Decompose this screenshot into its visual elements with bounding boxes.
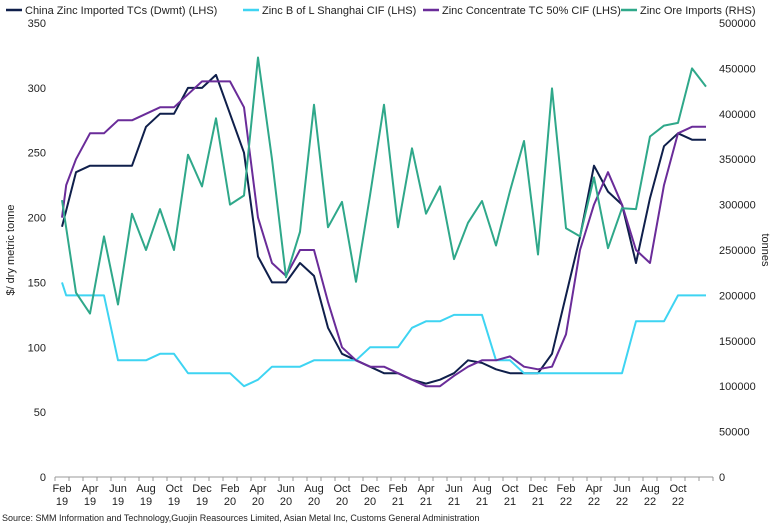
x-tick-label-year: 21 — [504, 496, 516, 508]
x-tick-label-year: 21 — [392, 496, 404, 508]
y-right-tick-label: 350000 — [719, 154, 756, 166]
x-tick-label-year: 22 — [588, 496, 600, 508]
x-tick-label-year: 22 — [560, 496, 572, 508]
source-note: Source: SMM Information and Technology,G… — [2, 513, 480, 523]
x-tick-label-month: Oct — [501, 483, 518, 495]
x-tick-label-month: Feb — [389, 483, 408, 495]
legend: China Zinc Imported TCs (Dwmt) (LHS) Zinc… — [6, 5, 756, 17]
y-right-tick-label: 450000 — [719, 63, 756, 75]
x-tick-label-month: Apr — [81, 483, 98, 495]
legend-label: Zinc B of L Shanghai CIF (LHS) — [262, 5, 416, 17]
x-tick-label-month: Oct — [669, 483, 686, 495]
y-right-axis-title: tonnes — [759, 233, 770, 267]
x-tick-label-month: Feb — [53, 483, 72, 495]
x-tick-label-year: 21 — [420, 496, 432, 508]
y-left-tick-label: 50 — [34, 407, 46, 419]
x-tick-label-month: Jun — [613, 483, 631, 495]
x-tick-label-month: Aug — [136, 483, 156, 495]
legend-label: China Zinc Imported TCs (Dwmt) (LHS) — [25, 5, 217, 17]
y-right-tick-label: 200000 — [719, 290, 756, 302]
y-left-tick-label: 350 — [28, 18, 46, 30]
x-tick-label-year: 21 — [532, 496, 544, 508]
x-tick-label-month: Oct — [165, 483, 182, 495]
y-right-tick-label: 150000 — [719, 336, 756, 348]
y-right-tick-label: 500000 — [719, 18, 756, 30]
series-line-1 — [61, 282, 706, 388]
y-right-tick-label: 250000 — [719, 245, 756, 257]
x-tick-label-month: Dec — [192, 483, 212, 495]
y-left-tick-label: 100 — [28, 342, 46, 354]
series-lines — [61, 56, 707, 388]
x-tick-label-year: 22 — [644, 496, 656, 508]
x-tick-label-month: Aug — [640, 483, 660, 495]
x-tick-label-year: 19 — [140, 496, 152, 508]
x-tick-label-year: 19 — [196, 496, 208, 508]
x-tick-label-year: 19 — [112, 496, 124, 508]
y-left-tick-label: 0 — [40, 472, 46, 484]
x-tick-label-year: 21 — [476, 496, 488, 508]
x-tick-label-year: 19 — [84, 496, 96, 508]
x-tick-label-month: Jun — [277, 483, 295, 495]
series-line-0 — [61, 73, 706, 385]
x-tick-label-month: Feb — [221, 483, 240, 495]
y-right-tick-label: 0 — [719, 472, 725, 484]
x-tick-label-year: 20 — [280, 496, 292, 508]
x-tick-label-year: 22 — [616, 496, 628, 508]
x-tick-label-month: Jun — [445, 483, 463, 495]
y-left-tick-label: 250 — [28, 148, 46, 160]
x-tick-label-year: 20 — [308, 496, 320, 508]
x-tick-label-year: 20 — [336, 496, 348, 508]
y-left-tick-label: 200 — [28, 213, 46, 225]
x-tick-label-month: Apr — [249, 483, 266, 495]
x-tick-label-month: Aug — [304, 483, 324, 495]
x-tick-label-year: 19 — [168, 496, 180, 508]
x-tick-label-year: 19 — [56, 496, 68, 508]
x-tick-label-year: 21 — [448, 496, 460, 508]
x-tick-label-year: 20 — [364, 496, 376, 508]
y-left-tick-label: 150 — [28, 277, 46, 289]
y-left-tick-label: 300 — [28, 83, 46, 95]
y-right-tick-label: 400000 — [719, 109, 756, 121]
legend-label: Zinc Concentrate TC 50% CIF (LHS) — [442, 5, 621, 17]
x-tick-label-year: 20 — [252, 496, 264, 508]
y-right-tick-label: 300000 — [719, 200, 756, 212]
axes: 0 50 100 150 200 250 300 350 0 50000 100000 150000 2… — [5, 18, 770, 508]
x-tick-label-month: Aug — [472, 483, 492, 495]
y-left-axis-title: $/ dry metric tonne — [5, 204, 17, 295]
x-tick-label-year: 22 — [672, 496, 684, 508]
series-line-2 — [61, 80, 706, 388]
x-tick-label-year: 20 — [224, 496, 236, 508]
x-tick-label-month: Apr — [417, 483, 434, 495]
series-line-3 — [61, 56, 707, 315]
legend-label: Zinc Ore Imports (RHS) — [640, 5, 756, 17]
x-tick-label-month: Dec — [360, 483, 380, 495]
x-tick-label-month: Jun — [109, 483, 127, 495]
x-tick-label-month: Dec — [528, 483, 548, 495]
x-tick-label-month: Oct — [333, 483, 350, 495]
x-tick-label-month: Feb — [557, 483, 576, 495]
y-right-tick-label: 100000 — [719, 381, 756, 393]
y-right-tick-label: 50000 — [719, 427, 750, 439]
x-tick-label-month: Apr — [585, 483, 602, 495]
